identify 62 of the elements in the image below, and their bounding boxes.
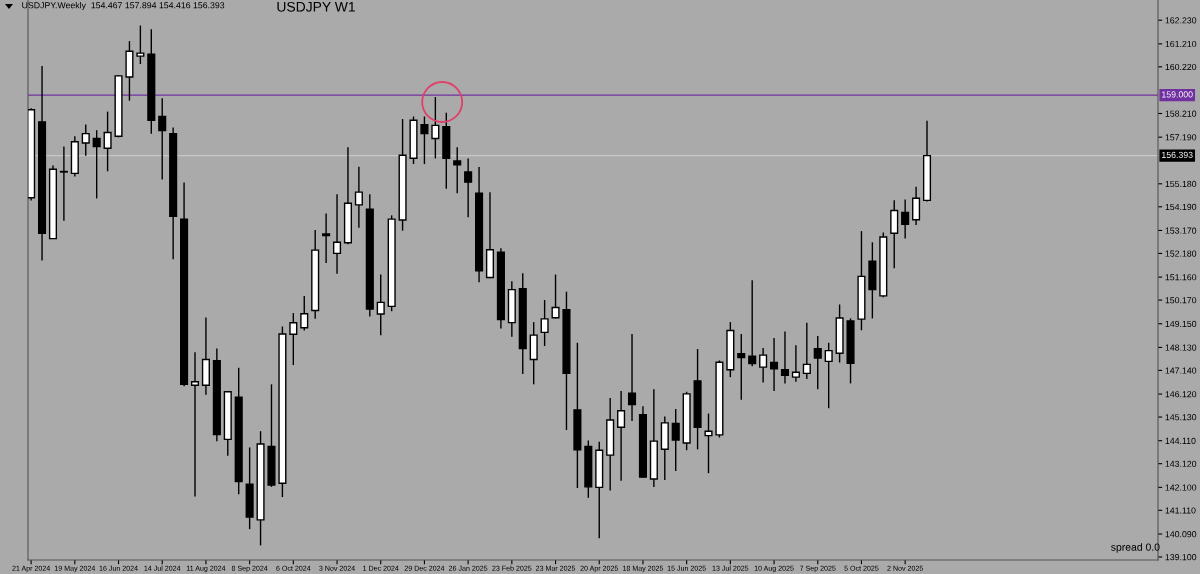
candlestick: [59, 145, 68, 222]
candlestick: [769, 337, 779, 392]
y-tick-label: 153.170: [1165, 227, 1197, 234]
y-tick-label: 152.180: [1165, 250, 1197, 257]
candlestick: [890, 199, 899, 269]
y-tick-label: 139.100: [1165, 554, 1197, 561]
candlestick: [103, 110, 112, 172]
candlestick: [737, 333, 746, 401]
y-tick-label: 157.190: [1165, 134, 1197, 141]
candlestick: [627, 333, 637, 422]
candlestick: [376, 273, 385, 337]
candlestick: [453, 146, 462, 195]
y-tick-label: 158.210: [1165, 110, 1197, 117]
candlestick: [912, 186, 921, 226]
y-tick-label: 162.230: [1165, 17, 1197, 24]
candlestick: [420, 115, 429, 165]
y-tick-label: 149.150: [1165, 320, 1197, 327]
candlestick: [81, 123, 90, 157]
chart-title: USDJPY W1: [277, 1, 355, 12]
candlestick: [136, 24, 145, 65]
candlestick: [464, 157, 473, 218]
annotation: USDJPY.Weekly 154.467 157.894 154.416 156.393: [22, 1, 225, 11]
candlestick: [300, 295, 309, 332]
candlestick: [802, 322, 811, 380]
candlestick: [824, 342, 833, 409]
y-tick-label: 145.130: [1165, 414, 1197, 421]
y-tick-label: 147.140: [1165, 367, 1197, 374]
candlestick: [791, 344, 800, 383]
candlestick: [748, 279, 757, 367]
ref-line-label: 156.393: [1162, 151, 1193, 158]
candlestick: [332, 193, 342, 275]
y-tick-label: 150.170: [1165, 297, 1197, 304]
candlestick: [780, 330, 790, 385]
y-tick-label: 141.110: [1165, 507, 1196, 514]
y-tick-label: 154.190: [1165, 203, 1197, 211]
y-tick-label: 160.220: [1165, 63, 1197, 71]
candlestick: [322, 212, 331, 264]
candlestick: [551, 273, 560, 320]
y-tick-label: 146.120: [1165, 391, 1197, 398]
y-tick-label: 148.130: [1165, 344, 1197, 351]
y-tick-label: 161.210: [1165, 40, 1197, 48]
y-tick-label: 144.110: [1165, 437, 1196, 444]
candlestick: [190, 351, 200, 498]
y-tick-label: 142.100: [1165, 484, 1197, 491]
candlestick: [617, 390, 626, 482]
candlestick: [671, 408, 680, 472]
candlestick: [289, 312, 298, 366]
candlestick: [92, 129, 101, 200]
y-tick-label: 155.180: [1165, 180, 1197, 188]
annotation: spread 0.0: [1111, 543, 1160, 553]
candlestick: [813, 335, 822, 390]
candlestick: [540, 299, 549, 347]
candlestick: [354, 165, 363, 229]
y-tick-label: 143.120: [1165, 460, 1197, 467]
candlestick: [901, 198, 910, 240]
candlestick: [704, 412, 713, 474]
y-tick-label: 140.090: [1165, 531, 1197, 538]
candlestick: [431, 96, 440, 160]
ref-line-label: 159.000: [1162, 91, 1193, 98]
candlestick: [158, 97, 167, 181]
candlestick: [759, 347, 768, 384]
y-tick-label: 151.160: [1165, 274, 1197, 281]
